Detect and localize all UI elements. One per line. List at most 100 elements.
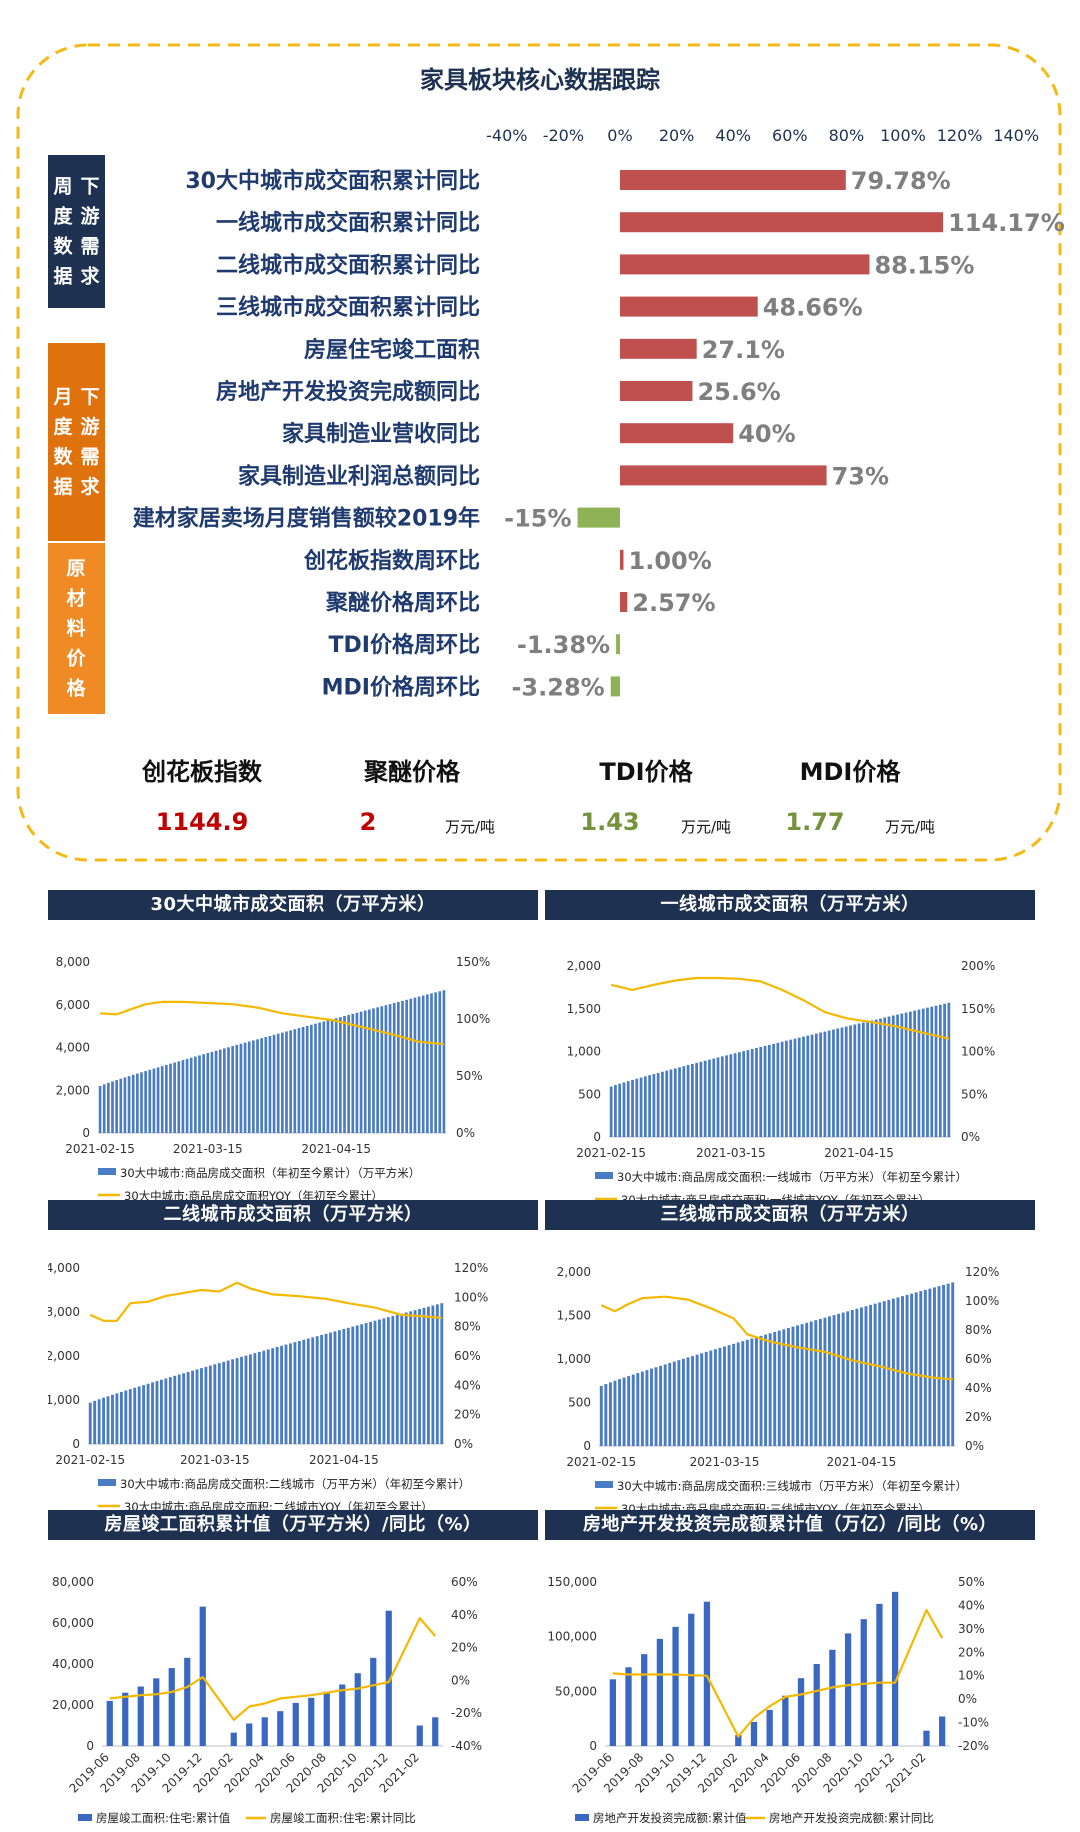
bar — [891, 1015, 895, 1137]
left-axis-tick: 80,000 — [52, 1575, 94, 1589]
right-axis-tick: 0% — [454, 1437, 473, 1451]
bar — [742, 1051, 746, 1137]
bar-category-label: 房地产开发投资完成额同比 — [216, 379, 480, 405]
bar — [435, 1304, 439, 1444]
bar — [610, 676, 620, 697]
chart-tier1-city-svg: 0 500 1,000 1,500 2,000 0% 50% 100% 150% 200% 2021… — [567, 959, 996, 1207]
x-tick-label: 2021-03-15 — [180, 1453, 250, 1467]
bar — [310, 1024, 313, 1133]
bar-category-label: 二线城市成交面积累计同比 — [216, 252, 480, 278]
axis-tick-label: 40% — [715, 126, 751, 145]
bar — [672, 1361, 676, 1446]
category-char: 游 — [80, 205, 99, 228]
right-axis-tick: 100% — [961, 1045, 995, 1059]
bar — [688, 1613, 695, 1746]
bar — [650, 1368, 653, 1446]
bar — [275, 1347, 279, 1444]
bar — [620, 549, 624, 570]
right-axis-tick: 100% — [456, 1012, 490, 1026]
price-value: 2 — [360, 808, 377, 836]
bar — [673, 1068, 677, 1137]
bar — [691, 1356, 695, 1446]
price-value: 1.77 — [785, 808, 844, 836]
legend-bar-swatch — [575, 1814, 589, 1821]
bar — [859, 1307, 863, 1446]
bar — [625, 1667, 632, 1746]
bar — [849, 1025, 852, 1137]
bar — [239, 1043, 243, 1133]
chart-tier2-city-svg: 0 1,000 2,000 3,000 4,000 0% 20% 40% 60% 80% 100% 1… — [48, 1261, 488, 1514]
bar — [882, 1301, 886, 1446]
bar — [214, 1050, 218, 1133]
bar — [314, 1023, 317, 1133]
x-tick-label: 2021-02-15 — [55, 1453, 125, 1467]
bar — [151, 1382, 154, 1444]
bar — [391, 1316, 395, 1444]
bar — [860, 1619, 867, 1746]
bar — [805, 1322, 809, 1446]
category-char: 原 — [66, 558, 85, 580]
bar — [618, 1379, 621, 1446]
bar — [631, 1079, 634, 1137]
axis-tick-label: 120% — [937, 126, 983, 145]
right-axis-tick: 0% — [965, 1439, 984, 1453]
bar — [247, 1041, 251, 1133]
bar — [432, 1717, 439, 1746]
category-char: 下 — [80, 176, 99, 198]
bar — [626, 1081, 630, 1137]
price-label: 聚醚价格 — [363, 758, 461, 786]
bar — [378, 1319, 381, 1444]
chart-tier3-city-svg: 0 500 1,000 1,500 2,000 0% 20% 40% 60% 80% 100% 120… — [557, 1265, 1000, 1516]
bar — [152, 1068, 156, 1133]
right-axis-tick: 50% — [961, 1087, 988, 1101]
bar — [208, 1365, 212, 1444]
bar — [416, 1725, 423, 1746]
bar — [142, 1385, 146, 1444]
bar — [703, 1601, 711, 1746]
chart-title: 房屋竣工面积累计值（万平方米）/同比（%） — [48, 1510, 538, 1540]
bar — [782, 1329, 786, 1446]
price-unit: 万元/吨 — [681, 818, 731, 836]
left-axis-tick: 0 — [593, 1130, 601, 1144]
category-char: 材 — [66, 587, 85, 610]
left-axis-tick: 1,000 — [557, 1352, 591, 1366]
bar — [618, 1083, 622, 1137]
bar — [370, 1657, 377, 1746]
right-axis-tick: 80% — [965, 1323, 992, 1337]
bar — [855, 1308, 859, 1446]
x-tick-label: 2021-03-15 — [173, 1142, 243, 1156]
bar — [776, 1042, 780, 1137]
bar — [672, 1626, 679, 1746]
bar — [819, 1032, 822, 1137]
bar — [836, 1028, 840, 1137]
left-axis-tick: 8,000 — [56, 955, 90, 969]
bar — [891, 1591, 899, 1746]
bar — [189, 1057, 193, 1133]
bar — [440, 1303, 444, 1444]
bar — [813, 1664, 820, 1746]
bar-category-label: MDI价格周环比 — [322, 674, 480, 700]
bar — [791, 1326, 795, 1446]
bar — [222, 1361, 226, 1444]
bar — [718, 1347, 722, 1446]
bar — [417, 996, 421, 1133]
bar — [160, 1066, 164, 1133]
bar — [763, 1045, 767, 1137]
bar — [271, 1348, 275, 1444]
bar — [620, 296, 758, 317]
bar — [256, 1039, 259, 1133]
bar — [323, 1691, 330, 1746]
price-unit: 万元/吨 — [445, 818, 495, 836]
bar — [231, 1359, 235, 1444]
bar — [828, 1316, 831, 1446]
bar — [654, 1367, 658, 1446]
legend-line-label: 30大中城市:商品房成交面积YOY（年初至今累计） — [124, 1189, 383, 1203]
bar — [857, 1023, 861, 1137]
legend-bar-swatch — [595, 1172, 613, 1179]
bar — [346, 1327, 350, 1444]
bar — [401, 1000, 404, 1133]
bar — [652, 1074, 656, 1137]
right-axis-tick: -10% — [958, 1716, 989, 1730]
bar — [268, 1035, 272, 1133]
right-axis-tick: 120% — [965, 1265, 999, 1279]
